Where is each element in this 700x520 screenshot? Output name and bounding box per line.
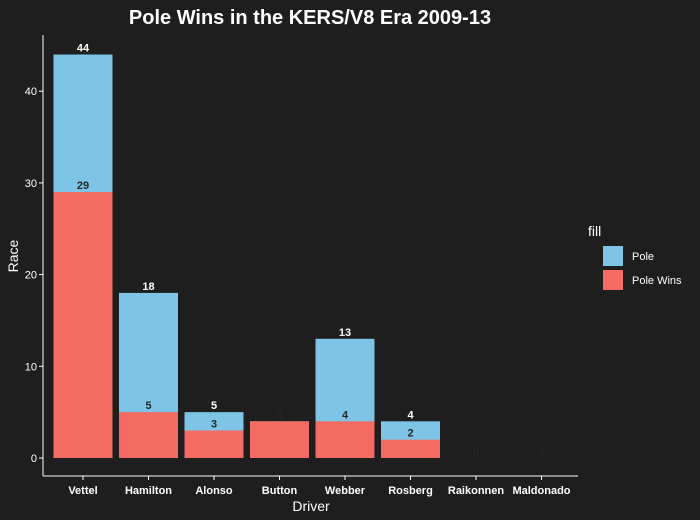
x-tick-label: Raikonnen bbox=[448, 485, 505, 497]
chart-title: Pole Wins in the KERS/V8 Era 2009-13 bbox=[129, 7, 491, 29]
x-tick-label: Maldonado bbox=[512, 485, 570, 497]
bar-pole-wins-rosberg bbox=[381, 439, 440, 458]
x-tick-label: Vettel bbox=[68, 485, 97, 497]
x-tick-label: Button bbox=[262, 485, 298, 497]
data-label-pole: 5 bbox=[211, 400, 217, 412]
bar-pole-wins-alonso bbox=[184, 430, 244, 458]
bar-pole-wins-hamilton bbox=[119, 412, 178, 458]
data-label-pole-wins: 2 bbox=[407, 428, 413, 440]
data-label-pole: 4 bbox=[407, 409, 414, 421]
legend-swatch-pole bbox=[603, 246, 623, 266]
bar-pole-wins-vettel bbox=[53, 192, 113, 458]
bar-pole-wins-button bbox=[250, 421, 309, 458]
y-axis-label: Race bbox=[5, 239, 21, 272]
y-tick-label: 0 bbox=[31, 453, 37, 465]
x-tick-label: Alonso bbox=[195, 485, 233, 497]
data-label-pole-wins: 29 bbox=[77, 180, 89, 192]
data-label-pole: 44 bbox=[77, 43, 90, 55]
y-tick-label: 20 bbox=[25, 270, 37, 282]
data-label-pole: 0 bbox=[473, 446, 479, 458]
y-tick-label: 40 bbox=[25, 86, 37, 98]
legend-title: fill bbox=[588, 223, 601, 239]
y-tick-label: 10 bbox=[25, 361, 37, 373]
x-axis-label: Driver bbox=[292, 498, 330, 514]
legend-label: Pole bbox=[632, 251, 654, 263]
plot-area: 0102030404429Vettel185Hamilton53Alonso4B… bbox=[25, 35, 578, 497]
x-tick-label: Hamilton bbox=[125, 485, 172, 497]
legend: fill Pole Pole Wins bbox=[588, 223, 682, 290]
y-tick-label: 30 bbox=[25, 178, 37, 190]
legend-label: Pole Wins bbox=[632, 275, 682, 287]
x-tick-label: Rosberg bbox=[388, 485, 433, 497]
data-label-pole-wins: 3 bbox=[211, 418, 217, 430]
data-label-pole-wins: 4 bbox=[342, 409, 349, 421]
data-label-pole: 13 bbox=[339, 327, 351, 339]
bar-pole-wins-webber bbox=[315, 421, 375, 458]
data-label-pole: 18 bbox=[142, 281, 154, 293]
legend-swatch-pole-wins bbox=[603, 270, 623, 290]
data-label-pole: 0 bbox=[538, 446, 544, 458]
data-label-pole: 4 bbox=[276, 409, 283, 421]
data-label-pole-wins: 5 bbox=[145, 400, 151, 412]
x-tick-label: Webber bbox=[325, 485, 366, 497]
